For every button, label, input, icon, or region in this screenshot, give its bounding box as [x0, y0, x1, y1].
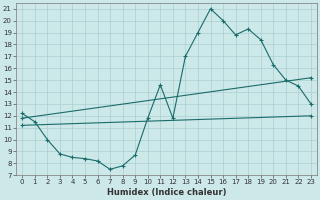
- X-axis label: Humidex (Indice chaleur): Humidex (Indice chaleur): [107, 188, 226, 197]
